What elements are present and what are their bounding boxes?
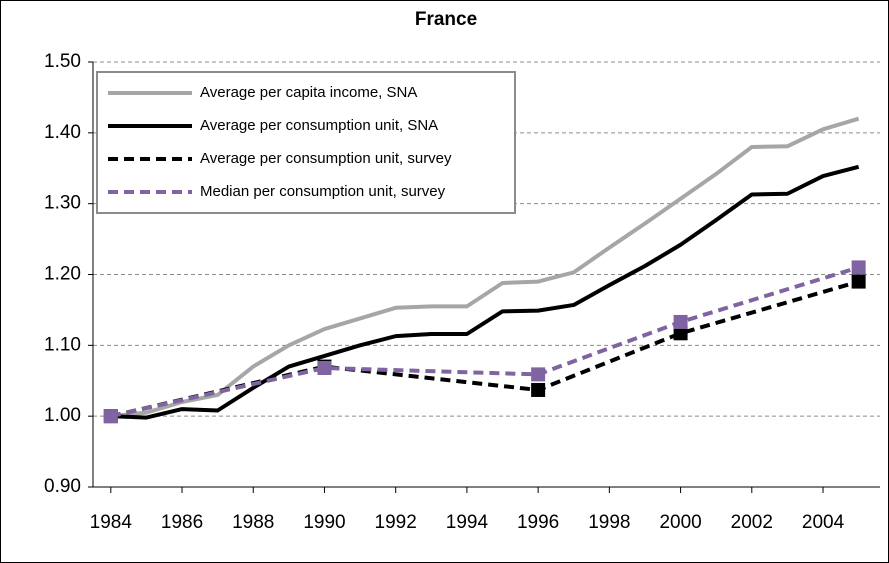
chart-title: France — [415, 9, 477, 30]
legend-label: Median per consumption unit, survey — [200, 183, 446, 200]
marker — [317, 361, 332, 375]
marker — [673, 326, 688, 341]
y-tick-label: 1.20 — [44, 264, 81, 285]
series-line — [110, 164, 860, 420]
marker — [851, 260, 866, 275]
marker — [531, 382, 546, 397]
marker — [103, 409, 118, 424]
y-tick-label: 1.10 — [44, 334, 81, 355]
x-tick-label: 2000 — [659, 512, 701, 533]
y-tick-label: 1.30 — [44, 193, 81, 214]
x-tick-label: 1998 — [588, 512, 630, 533]
y-tick-label: 1.40 — [44, 122, 81, 143]
x-tick-label: 1994 — [446, 512, 489, 533]
x-tick-label: 1996 — [517, 512, 559, 533]
x-tick-label: 2002 — [731, 512, 773, 533]
x-tick-label: 1988 — [232, 512, 274, 533]
legend-label: Average per capita income, SNA — [200, 84, 417, 101]
x-tick-label: 1984 — [90, 512, 133, 533]
series-line — [110, 116, 860, 419]
x-tick-label: 1990 — [303, 512, 345, 533]
y-tick-label: 0.90 — [44, 476, 81, 497]
legend-label: Average per consumption unit, SNA — [200, 117, 438, 134]
x-tick-label: 1992 — [375, 512, 417, 533]
marker — [673, 314, 688, 329]
legend-box — [96, 71, 516, 214]
legend-label: Average per consumption unit, survey — [200, 150, 452, 167]
marker — [851, 274, 866, 289]
marker — [531, 367, 546, 382]
x-tick-label: 2004 — [802, 512, 845, 533]
x-tick-label: 1986 — [161, 512, 203, 533]
y-tick-label: 1.00 — [44, 405, 81, 426]
y-tick-label: 1.50 — [44, 51, 81, 72]
